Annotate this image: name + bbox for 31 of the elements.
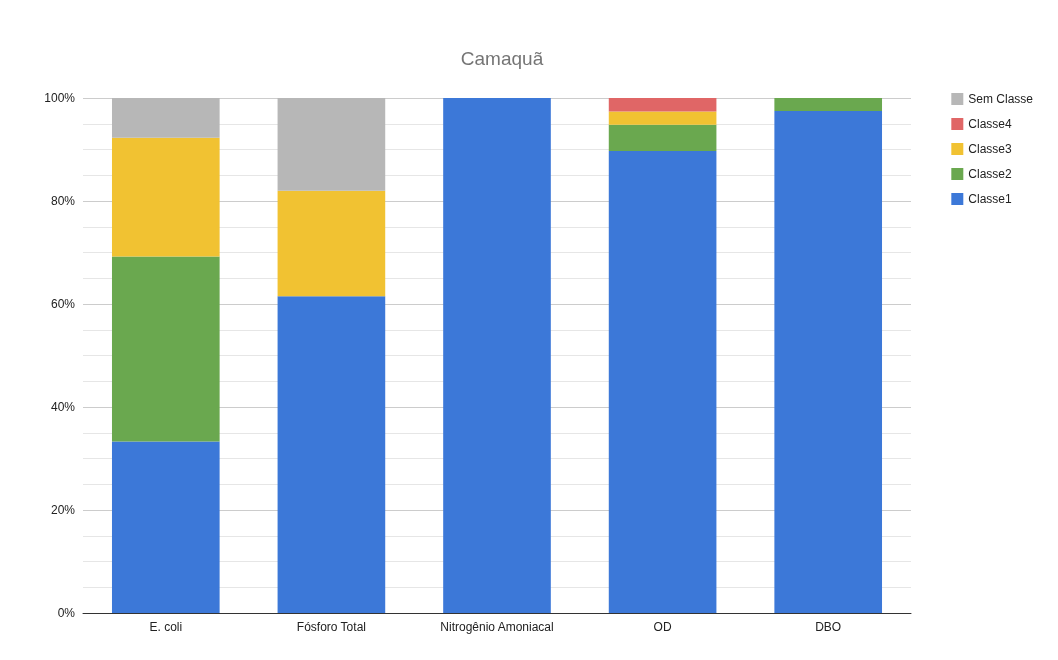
- bar: [277, 296, 386, 613]
- bar: [111, 137, 220, 257]
- legend-label: Classe4: [968, 117, 1012, 131]
- x-tick-label: Nitrogênio Amoniacal: [440, 620, 554, 634]
- legend-label: Classe3: [968, 142, 1012, 156]
- legend-label: Classe2: [968, 167, 1012, 181]
- bar: [608, 124, 717, 152]
- y-tick-label: 80%: [50, 194, 76, 208]
- bar: [774, 110, 883, 613]
- bar: [443, 98, 551, 613]
- y-tick-label: 60%: [50, 297, 76, 311]
- legend-label: Classe1: [968, 192, 1012, 206]
- x-tick-label: OD: [653, 620, 672, 634]
- y-tick-label: 40%: [50, 400, 76, 414]
- y-tick-label: 20%: [50, 503, 76, 517]
- bar: [608, 151, 717, 613]
- legend-label: Sem Classe: [968, 92, 1034, 106]
- y-tick-label: 100%: [44, 91, 76, 105]
- chart-title: Camaquã: [460, 48, 544, 69]
- bar: [111, 256, 220, 442]
- bar: [277, 190, 386, 297]
- bar: [277, 98, 386, 191]
- x-tick-label: E. coli: [149, 620, 183, 634]
- y-tick-label: 0%: [57, 606, 76, 620]
- x-tick-label: Fósforo Total: [296, 620, 366, 634]
- bar: [608, 98, 717, 112]
- bar: [111, 441, 220, 613]
- x-tick-label: DBO: [815, 620, 842, 634]
- bar: [608, 111, 717, 125]
- bar: [774, 98, 883, 111]
- bar: [111, 98, 220, 138]
